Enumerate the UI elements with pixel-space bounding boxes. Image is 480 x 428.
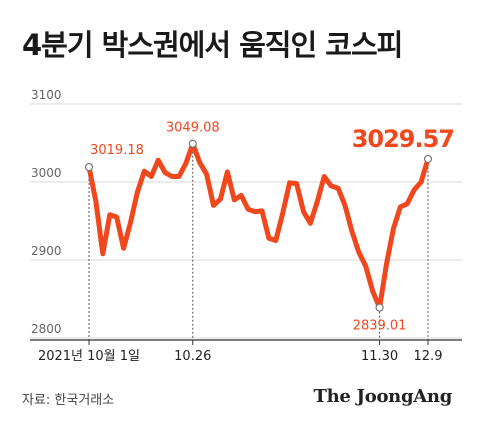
data-point-marker	[375, 303, 384, 312]
x-tick-label: 11.30	[361, 349, 398, 364]
data-point-marker	[423, 154, 433, 164]
y-tick-label: 2800	[31, 322, 62, 336]
data-label: 3029.57	[352, 125, 454, 153]
point-markers	[84, 139, 433, 312]
kospi-series-line	[86, 141, 431, 311]
x-tick-label: 10.26	[174, 349, 211, 364]
x-axis: 2021년 10월 1일 10.26 11.30 12.9	[30, 339, 462, 364]
data-labels: 3019.18 3049.08 2839.01 3029.57	[90, 121, 455, 334]
grid-lines	[30, 103, 462, 339]
data-point-marker	[188, 139, 197, 148]
y-tick-label: 3100	[31, 88, 62, 102]
data-label: 3049.08	[166, 121, 220, 136]
y-axis-ticks: 2800 2900 3000 3100	[31, 88, 62, 336]
x-tick-label: 2021년 10월 1일	[38, 349, 140, 364]
series-line	[86, 141, 431, 311]
chart-title: 4분기 박스권에서 움직인 코스피	[22, 28, 403, 62]
guide-lines	[88, 147, 429, 340]
y-tick-label: 2900	[31, 244, 62, 258]
data-label: 2839.01	[353, 319, 407, 334]
data-label: 3019.18	[90, 143, 144, 158]
publisher-logo: The JoongAng	[313, 386, 453, 407]
data-point-marker	[84, 162, 94, 172]
x-tick-label: 12.9	[414, 349, 443, 364]
source-note: 자료: 한국거래소	[22, 393, 115, 408]
y-tick-label: 3000	[31, 166, 62, 180]
